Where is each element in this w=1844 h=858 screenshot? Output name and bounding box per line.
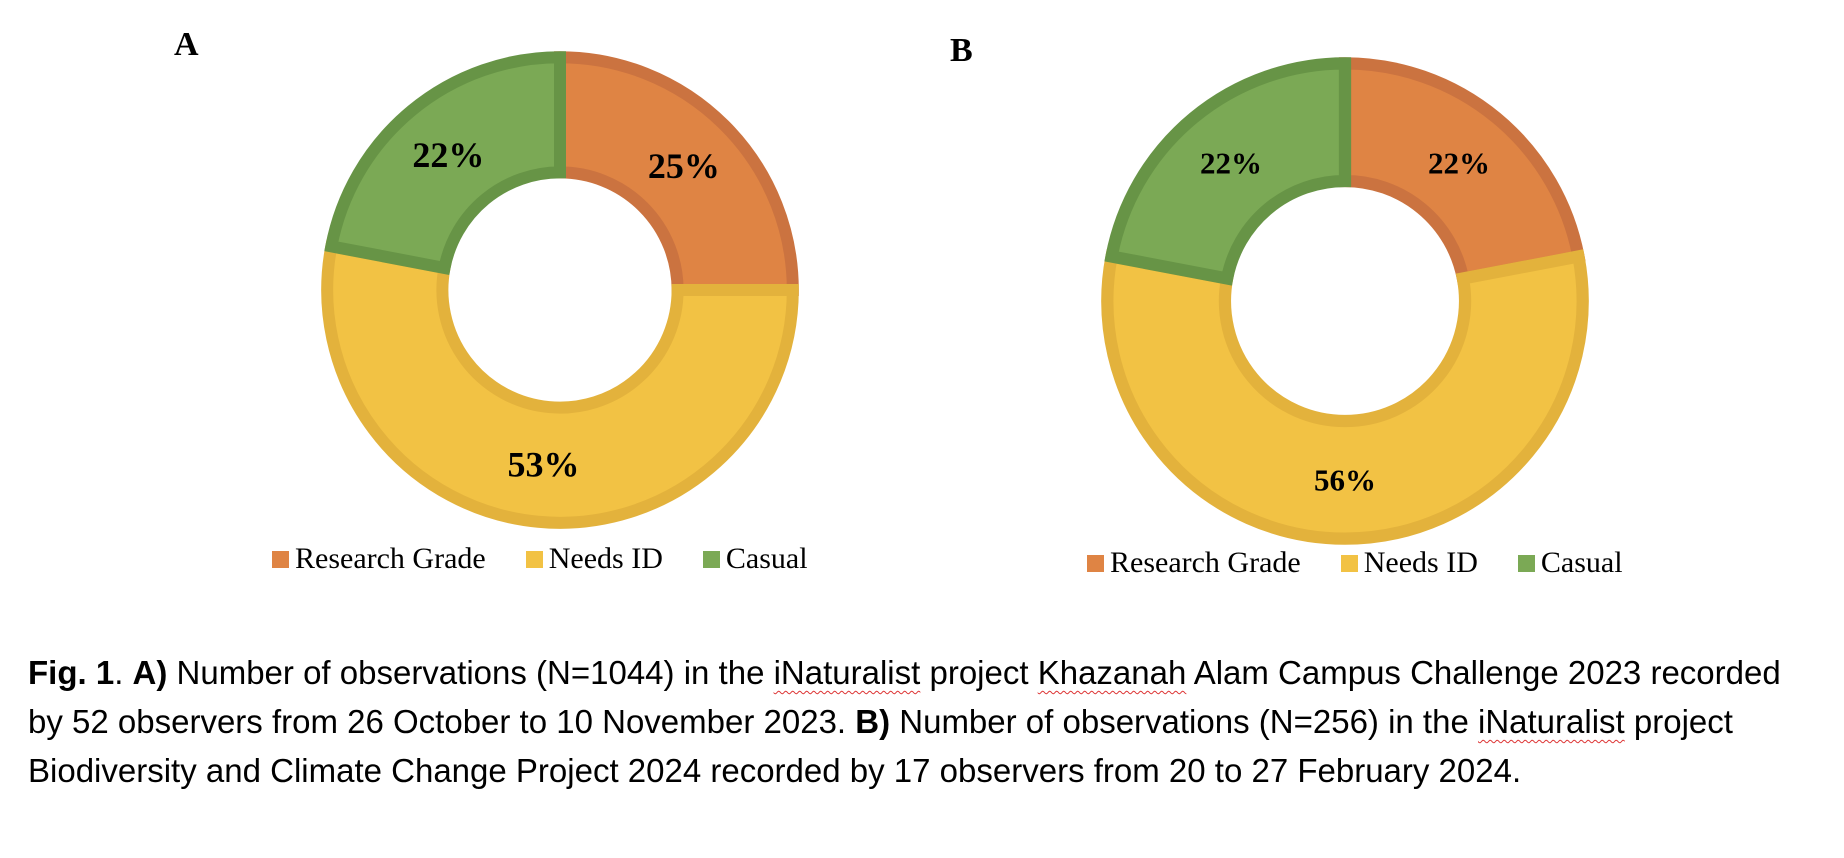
legend-item-research-grade: Research Grade (1087, 546, 1301, 580)
caption-text: Alam Campus Challenge 2023 recorded by 5… (28, 654, 1781, 740)
legend-a: Research Grade Needs ID Casual (272, 542, 848, 576)
legend-item-casual: Casual (1517, 546, 1623, 580)
caption-text: . (114, 654, 133, 691)
panel-a-label: A (174, 26, 199, 63)
legend-item-needs-id: Needs ID (1340, 546, 1478, 580)
donut-chart-b: 22% 56% 22% (1101, 57, 1589, 545)
data-label-research-grade: 22% (1428, 146, 1490, 181)
legend-label: Casual (1540, 546, 1623, 579)
legend-label: Needs ID (548, 542, 663, 575)
panel-b-label: B (950, 32, 973, 69)
legend-swatch-needs-id (1340, 554, 1358, 572)
legend-label: Research Grade (1110, 546, 1301, 579)
data-label-research-grade: 25% (648, 146, 720, 186)
legend-item-research-grade: Research Grade (272, 542, 486, 576)
data-label-casual: 22% (1200, 146, 1262, 181)
legend-label: Needs ID (1363, 546, 1478, 579)
legend-swatch-research-grade (272, 550, 289, 568)
legend-swatch-research-grade (1087, 554, 1104, 572)
data-label-casual: 22% (412, 135, 484, 175)
donut-slice-research-grade (1338, 57, 1586, 286)
legend-swatch-casual (1517, 554, 1535, 572)
caption-b-marker: B) (855, 703, 891, 740)
caption-text: project Biodiversity and Climate Change … (28, 703, 1733, 789)
caption-fig-number: Fig. 1 (28, 654, 115, 691)
caption-text: project (920, 654, 1038, 691)
caption-text: Number of observations (N=1044) in the (167, 654, 774, 691)
legend-label: Research Grade (295, 542, 486, 575)
donut-slice-casual (1104, 57, 1352, 286)
caption-a-marker: A) (132, 654, 168, 691)
legend-label: Casual (725, 542, 808, 575)
donut-slice-casual (324, 51, 566, 275)
donut-slice-needs-id (1101, 249, 1589, 545)
caption-spellcheck-word: iNaturalist (1477, 703, 1625, 740)
caption-spellcheck-word: Khazanah (1037, 654, 1187, 691)
legend-b: Research Grade Needs ID Casual (1087, 546, 1663, 580)
legend-swatch-needs-id (525, 550, 543, 568)
caption-spellcheck-word: iNaturalist (773, 654, 921, 691)
caption-text: Number of observations (N=256) in the (890, 703, 1478, 740)
legend-item-needs-id: Needs ID (525, 542, 663, 576)
donut-slice-needs-id (321, 239, 799, 529)
donut-slice-research-grade (554, 51, 799, 296)
legend-item-casual: Casual (702, 542, 808, 576)
figure-caption: Fig. 1. A) Number of observations (N=104… (28, 648, 1818, 795)
donut-chart-a: 25% 53% 22% (321, 51, 799, 529)
data-label-needs-id: 56% (1314, 462, 1376, 497)
data-label-needs-id: 53% (508, 444, 580, 484)
legend-swatch-casual (702, 550, 720, 568)
